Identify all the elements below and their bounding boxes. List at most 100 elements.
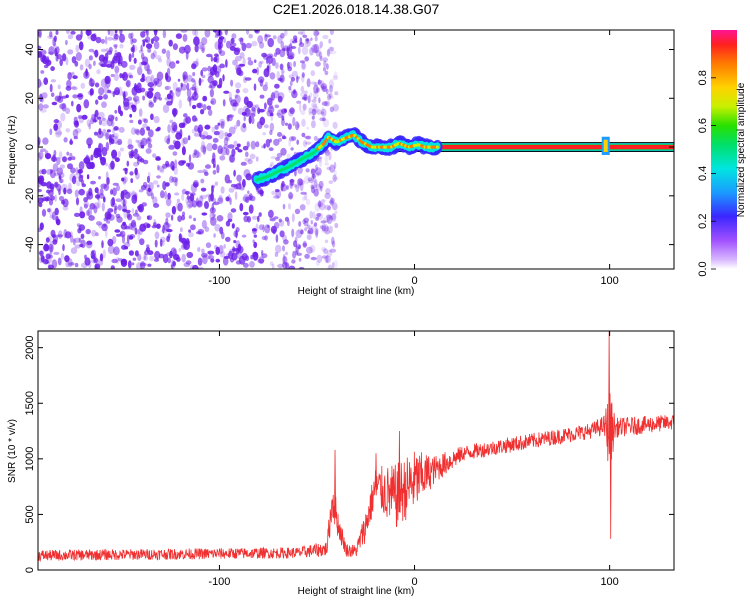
noise-speckle xyxy=(322,87,327,93)
noise-speckle xyxy=(280,147,287,156)
noise-speckle xyxy=(296,100,301,104)
noise-speckle xyxy=(128,102,135,110)
noise-speckle xyxy=(296,75,299,83)
noise-speckle xyxy=(242,196,248,202)
noise-speckle xyxy=(288,203,291,210)
noise-speckle xyxy=(128,53,132,63)
noise-speckle xyxy=(156,184,160,188)
noise-speckle xyxy=(296,252,303,256)
noise-speckle xyxy=(151,192,154,200)
noise-speckle xyxy=(329,248,337,253)
colorbar-tick-label: 0.6 xyxy=(697,118,709,133)
noise-speckle xyxy=(175,87,183,92)
noise-speckle xyxy=(319,117,325,122)
noise-speckle xyxy=(238,255,246,265)
noise-speckle xyxy=(320,83,328,90)
noise-speckle xyxy=(119,43,124,49)
noise-speckle xyxy=(263,124,269,129)
noise-speckle xyxy=(131,38,137,44)
noise-speckle xyxy=(286,48,290,56)
noise-speckle xyxy=(220,186,225,194)
noise-speckle xyxy=(316,212,322,217)
noise-speckle xyxy=(202,95,208,102)
noise-speckle xyxy=(293,90,296,95)
noise-speckle xyxy=(209,71,214,77)
noise-speckle xyxy=(129,119,134,124)
noise-speckle xyxy=(328,151,332,161)
noise-speckle xyxy=(291,90,298,99)
noise-speckle xyxy=(152,36,160,42)
noise-speckle xyxy=(195,58,199,65)
noise-speckle xyxy=(301,62,306,70)
noise-speckle xyxy=(41,92,48,99)
noise-speckle xyxy=(70,235,74,243)
noise-speckle xyxy=(165,75,172,83)
noise-speckle xyxy=(162,180,167,191)
noise-speckle xyxy=(243,262,249,268)
noise-speckle xyxy=(79,206,83,214)
noise-speckle xyxy=(121,177,125,182)
noise-speckle xyxy=(208,194,212,203)
noise-speckle xyxy=(197,169,204,174)
noise-speckle xyxy=(215,54,220,64)
noise-speckle xyxy=(47,35,54,40)
noise-speckle xyxy=(94,187,99,194)
noise-speckle xyxy=(132,44,135,54)
noise-speckle xyxy=(316,87,320,93)
noise-speckle xyxy=(90,117,95,125)
spectrogram-x-tick-label: 100 xyxy=(600,275,618,287)
noise-speckle xyxy=(38,169,44,175)
noise-speckle xyxy=(216,65,222,74)
noise-speckle xyxy=(90,180,96,185)
noise-speckle xyxy=(38,152,41,157)
noise-speckle xyxy=(127,144,134,150)
noise-speckle xyxy=(188,154,192,163)
noise-speckle xyxy=(71,100,74,107)
noise-speckle xyxy=(317,201,324,208)
noise-speckle xyxy=(291,213,295,223)
noise-speckle xyxy=(137,233,140,241)
noise-speckle xyxy=(101,240,104,249)
noise-speckle xyxy=(200,109,205,115)
noise-speckle xyxy=(40,182,48,187)
noise-speckle xyxy=(153,258,160,262)
noise-speckle xyxy=(48,198,54,206)
noise-speckle xyxy=(126,234,130,244)
noise-speckle xyxy=(49,83,53,93)
noise-speckle xyxy=(322,34,329,40)
noise-speckle xyxy=(300,85,305,93)
snr-y-tick-label: 0 xyxy=(24,567,36,573)
noise-speckle xyxy=(313,82,319,86)
noise-speckle xyxy=(301,45,309,56)
noise-speckle xyxy=(310,81,317,85)
noise-speckle xyxy=(263,68,270,78)
snr-x-tick-label: 100 xyxy=(600,576,618,588)
noise-speckle xyxy=(257,215,260,222)
noise-speckle xyxy=(44,150,49,159)
noise-speckle xyxy=(133,95,140,102)
noise-speckle xyxy=(242,145,249,151)
noise-speckle xyxy=(288,85,292,91)
noise-speckle xyxy=(122,199,126,208)
noise-speckle xyxy=(169,119,174,124)
noise-speckle xyxy=(301,196,306,201)
noise-speckle xyxy=(178,233,182,242)
noise-speckle xyxy=(278,137,283,142)
noise-speckle xyxy=(212,213,216,218)
noise-speckle xyxy=(329,46,335,52)
noise-speckle xyxy=(138,108,143,117)
noise-speckle xyxy=(311,120,316,129)
noise-speckle xyxy=(328,92,333,99)
noise-speckle xyxy=(324,255,331,264)
snr-y-tick-label: 500 xyxy=(24,505,36,523)
noise-speckle xyxy=(146,137,152,145)
noise-speckle xyxy=(256,121,263,130)
noise-speckle xyxy=(311,180,318,187)
noise-speckle xyxy=(96,69,101,75)
noise-speckle xyxy=(205,242,212,249)
noise-speckle xyxy=(92,50,96,54)
noise-speckle xyxy=(311,44,318,54)
noise-speckle xyxy=(93,202,100,210)
noise-speckle xyxy=(50,246,53,255)
noise-speckle xyxy=(101,223,108,232)
